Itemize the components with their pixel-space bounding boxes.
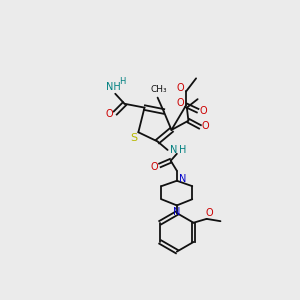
Text: O: O (199, 106, 207, 116)
Text: NH: NH (106, 82, 120, 92)
Text: O: O (105, 109, 113, 119)
Text: N: N (170, 145, 178, 155)
Text: O: O (151, 162, 158, 172)
Text: S: S (130, 133, 137, 142)
Text: O: O (206, 208, 214, 218)
Text: CH₃: CH₃ (151, 85, 167, 94)
Text: O: O (177, 98, 184, 108)
Text: H: H (119, 77, 125, 86)
Text: O: O (176, 82, 184, 93)
Text: H: H (178, 145, 186, 155)
Text: N: N (173, 207, 181, 217)
Text: O: O (202, 121, 209, 131)
Text: N: N (179, 174, 187, 184)
